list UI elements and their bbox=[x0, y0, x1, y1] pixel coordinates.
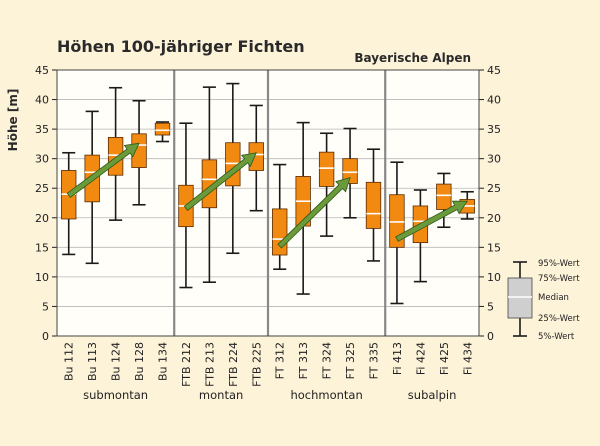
box-ft-312 bbox=[272, 208, 288, 256]
legend-q1: 25%-Wert bbox=[538, 314, 580, 324]
y-tick-label-right-10: 10 bbox=[487, 271, 501, 284]
x-tick-label-ftb-224: FTB 224 bbox=[227, 342, 240, 387]
y-tick-label-right-0: 0 bbox=[487, 330, 494, 343]
x-tick-label-fi-425: Fi 425 bbox=[438, 342, 451, 375]
x-tick-label-fi-424: Fi 424 bbox=[414, 342, 427, 375]
y-tick-label-right-30: 30 bbox=[487, 153, 501, 166]
x-tick-label-bu-134: Bu 134 bbox=[157, 342, 170, 381]
zone-label-submontan: submontan bbox=[83, 388, 148, 402]
x-tick-label-fi-413: Fi 413 bbox=[391, 342, 404, 375]
x-tick-label-bu-128: Bu 128 bbox=[133, 342, 146, 381]
y-tick-label-right-35: 35 bbox=[487, 123, 501, 136]
y-tick-label-left-35: 35 bbox=[35, 123, 49, 136]
y-tick-label-right-5: 5 bbox=[487, 300, 494, 313]
chart-subtitle: Bayerische Alpen bbox=[354, 51, 471, 65]
zone-label-montan: montan bbox=[199, 388, 243, 402]
y-tick-label-left-45: 45 bbox=[35, 64, 49, 77]
trend-arrow-4 bbox=[395, 200, 469, 242]
x-tick-label-ftb-213: FTB 213 bbox=[203, 342, 216, 387]
box-ft-325 bbox=[342, 158, 358, 184]
box-ft-335 bbox=[365, 181, 382, 229]
y-tick-label-right-40: 40 bbox=[487, 94, 501, 107]
y-tick-label-left-40: 40 bbox=[35, 94, 49, 107]
legend-q3: 75%-Wert bbox=[538, 274, 580, 284]
y-tick-label-right-45: 45 bbox=[487, 64, 501, 77]
trend-arrow-1 bbox=[66, 142, 140, 198]
chart-title: Höhen 100-jähriger Fichten bbox=[57, 37, 305, 56]
x-tick-label-ft-325: FT 325 bbox=[344, 342, 357, 379]
x-tick-label-ft-324: FT 324 bbox=[321, 342, 334, 379]
zone-label-hochmontan: hochmontan bbox=[290, 388, 362, 402]
y-tick-label-left-10: 10 bbox=[35, 271, 49, 284]
y-tick-label-right-15: 15 bbox=[487, 241, 501, 254]
legend-p95: 95%-Wert bbox=[538, 259, 580, 269]
plot-frame bbox=[56, 69, 480, 337]
trend-arrow-3 bbox=[277, 177, 351, 249]
y-tick-label-left-5: 5 bbox=[42, 300, 49, 313]
trend-arrow-2 bbox=[183, 152, 257, 211]
y-tick-label-right-20: 20 bbox=[487, 212, 501, 225]
x-tick-label-bu-124: Bu 124 bbox=[110, 342, 123, 381]
y-tick-label-left-20: 20 bbox=[35, 212, 49, 225]
x-tick-label-ft-335: FT 335 bbox=[368, 342, 381, 379]
legend-median: Median bbox=[538, 293, 569, 303]
legend-p5: 5%-Wert bbox=[538, 332, 575, 342]
x-tick-label-bu-113: Bu 113 bbox=[86, 342, 99, 381]
x-tick-label-fi-434: Fi 434 bbox=[461, 342, 474, 375]
x-tick-label-ftb-225: FTB 225 bbox=[250, 342, 263, 387]
y-tick-label-left-15: 15 bbox=[35, 241, 49, 254]
y-tick-label-left-25: 25 bbox=[35, 182, 49, 195]
y-tick-label-right-25: 25 bbox=[487, 182, 501, 195]
y-axis-label: Höhe [m] bbox=[6, 89, 20, 152]
box-ft-324 bbox=[318, 151, 335, 187]
legend-box bbox=[507, 277, 533, 319]
zone-label-subalpin: subalpin bbox=[408, 388, 457, 402]
y-tick-label-left-30: 30 bbox=[35, 153, 49, 166]
box-bu-134 bbox=[154, 122, 171, 136]
x-tick-label-ftb-212: FTB 212 bbox=[180, 342, 193, 387]
x-tick-label-ft-313: FT 313 bbox=[297, 342, 310, 379]
x-tick-label-bu-112: Bu 112 bbox=[63, 342, 76, 381]
y-tick-label-left-0: 0 bbox=[42, 330, 49, 343]
x-tick-label-ft-312: FT 312 bbox=[274, 342, 287, 379]
box-fi-425 bbox=[436, 183, 452, 210]
